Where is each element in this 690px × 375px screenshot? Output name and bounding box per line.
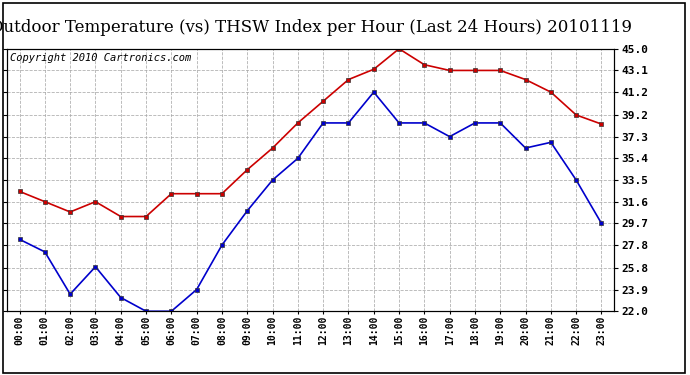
Text: Copyright 2010 Cartronics.com: Copyright 2010 Cartronics.com <box>10 53 191 63</box>
Text: Outdoor Temperature (vs) THSW Index per Hour (Last 24 Hours) 20101119: Outdoor Temperature (vs) THSW Index per … <box>0 19 631 36</box>
